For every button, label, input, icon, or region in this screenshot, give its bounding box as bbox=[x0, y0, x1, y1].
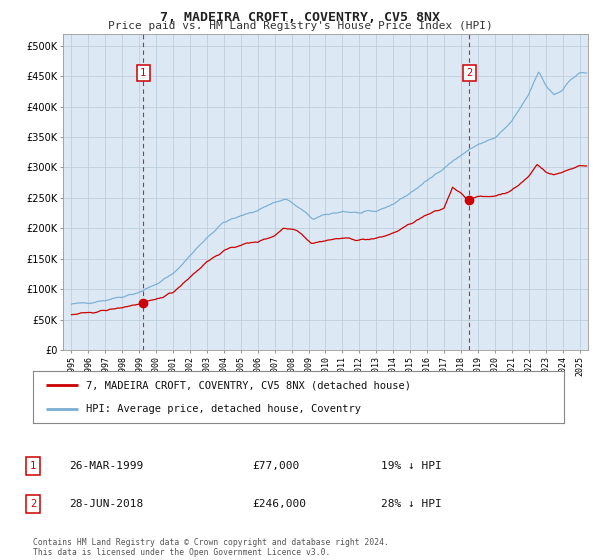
Text: 7, MADEIRA CROFT, COVENTRY, CV5 8NX: 7, MADEIRA CROFT, COVENTRY, CV5 8NX bbox=[160, 11, 440, 24]
Text: 26-MAR-1999: 26-MAR-1999 bbox=[69, 461, 143, 471]
Text: Contains HM Land Registry data © Crown copyright and database right 2024.
This d: Contains HM Land Registry data © Crown c… bbox=[33, 538, 389, 557]
Text: 28% ↓ HPI: 28% ↓ HPI bbox=[381, 499, 442, 509]
Text: 1: 1 bbox=[140, 68, 146, 78]
Text: 28-JUN-2018: 28-JUN-2018 bbox=[69, 499, 143, 509]
Text: 19% ↓ HPI: 19% ↓ HPI bbox=[381, 461, 442, 471]
Text: 1: 1 bbox=[30, 461, 36, 471]
Text: 2: 2 bbox=[30, 499, 36, 509]
Text: £246,000: £246,000 bbox=[252, 499, 306, 509]
Text: 2: 2 bbox=[466, 68, 472, 78]
Text: 7, MADEIRA CROFT, COVENTRY, CV5 8NX (detached house): 7, MADEIRA CROFT, COVENTRY, CV5 8NX (det… bbox=[86, 380, 411, 390]
Text: HPI: Average price, detached house, Coventry: HPI: Average price, detached house, Cove… bbox=[86, 404, 361, 414]
Text: £77,000: £77,000 bbox=[252, 461, 299, 471]
Text: Price paid vs. HM Land Registry's House Price Index (HPI): Price paid vs. HM Land Registry's House … bbox=[107, 21, 493, 31]
